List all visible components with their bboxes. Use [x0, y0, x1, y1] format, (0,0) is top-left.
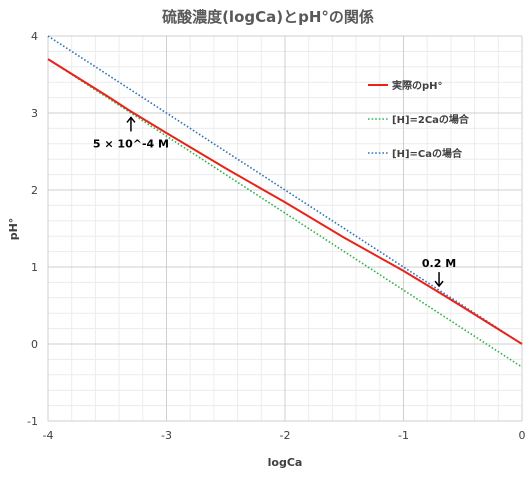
annotation-label: 5 × 10^-4 M — [93, 137, 169, 150]
legend: 実際のpH° [H]=2Caの場合 [H]=Caの場合 — [368, 79, 470, 160]
annotation-label: 0.2 M — [422, 257, 456, 270]
y-tick-label: -1 — [27, 415, 38, 428]
y-tick-label: 0 — [31, 338, 38, 351]
y-tick-label: 4 — [31, 30, 38, 43]
legend-label: [H]=Caの場合 — [392, 147, 463, 160]
y-tick-label: 1 — [31, 261, 38, 274]
x-tick-label: -2 — [280, 429, 291, 442]
y-axis-title: pH° — [7, 218, 20, 241]
grid — [47, 35, 523, 422]
legend-label: 実際のpH° — [392, 79, 443, 92]
x-tick-label: -1 — [398, 429, 409, 442]
y-tick-label: 2 — [31, 184, 38, 197]
series-line — [47, 35, 523, 345]
series-group — [47, 35, 523, 368]
axes: -4 -3 -2 -1 0 -1 0 1 2 3 4 — [27, 30, 525, 442]
x-tick-label: -4 — [43, 429, 54, 442]
x-tick-label: -3 — [161, 429, 172, 442]
chart-title: 硫酸濃度(logCa)とpH°の関係 — [162, 8, 374, 26]
x-tick-label: 0 — [519, 429, 526, 442]
annotation-arrow-head — [126, 116, 136, 123]
annotations: 5 × 10^-4 M 0.2 M — [93, 116, 456, 288]
annotation-arrow-head — [434, 280, 444, 288]
series-line — [47, 58, 523, 368]
y-tick-label: 3 — [31, 107, 38, 120]
legend-label: [H]=2Caの場合 — [392, 113, 470, 126]
x-axis-title: logCa — [268, 456, 303, 469]
series-line — [47, 58, 523, 345]
